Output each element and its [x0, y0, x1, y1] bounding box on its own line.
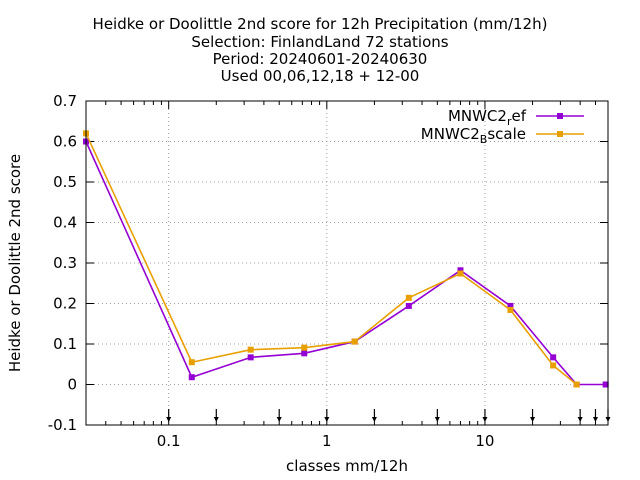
- legend-marker: [557, 113, 563, 119]
- series-line: [85, 133, 578, 386]
- class-limit-arrow-head: [592, 417, 598, 422]
- data-point: [188, 374, 195, 381]
- x-axis-label: classes mm/12h: [286, 457, 408, 475]
- y-tick-label: 0: [67, 376, 77, 394]
- y-tick-label: 0.5: [53, 173, 77, 191]
- x-tick-label: 1: [322, 432, 332, 450]
- series-line: [85, 141, 606, 386]
- data-point: [457, 267, 464, 274]
- y-tick-label: 0.7: [53, 92, 77, 110]
- data-point: [301, 350, 308, 357]
- y-tick-label: -0.1: [48, 416, 77, 434]
- class-limit-arrow-head: [482, 417, 488, 422]
- plot-frame: [85, 100, 609, 426]
- class-limit-arrow-head: [324, 417, 330, 422]
- chart-title-line-1: Heidke or Doolittle 2nd score for 12h Pr…: [92, 15, 548, 33]
- data-point: [573, 381, 580, 388]
- legend-marker: [557, 131, 563, 137]
- data-point: [550, 362, 557, 369]
- data-point: [188, 359, 195, 366]
- data-point: [301, 344, 308, 351]
- chart-title-line-3: Period: 20240601-20240630: [212, 50, 428, 68]
- data-point: [550, 354, 557, 361]
- y-axis-label: Heidke or Doolittle 2nd score: [6, 154, 24, 372]
- y-tick-label: 0.4: [53, 214, 77, 232]
- y-tick-label: 0.1: [53, 335, 77, 353]
- legend-label: MNWC2ref: [448, 107, 527, 128]
- data-point: [247, 354, 254, 361]
- data-point: [507, 302, 514, 309]
- y-tick-label: 0.3: [53, 254, 77, 272]
- grid-layer: [86, 101, 608, 425]
- series-layer: [83, 130, 609, 388]
- chart-title-line-4: Used 00,06,12,18 + 12-00: [220, 67, 420, 85]
- data-point: [602, 381, 609, 388]
- y-tick-label: 0.6: [53, 133, 77, 151]
- class-limit-arrow-head: [276, 417, 282, 422]
- data-point: [457, 270, 464, 277]
- data-point: [351, 338, 358, 345]
- data-point: [507, 306, 514, 313]
- data-point: [247, 346, 254, 353]
- class-limit-arrow-head: [213, 417, 219, 422]
- data-point: [405, 302, 412, 309]
- class-limit-arrow-head: [434, 417, 440, 422]
- chart-title-line-2: Selection: FinlandLand 72 stations: [191, 33, 449, 51]
- axis-layer: -0.1 0 0.1 0.2 0.3 0.4 0.5 0.6 0.7 0.1 1 10: [48, 92, 611, 450]
- x-tick-label: 0.1: [157, 432, 181, 450]
- legend-label: MNWC2Bscale: [421, 125, 526, 146]
- class-limit-arrow-head: [530, 417, 536, 422]
- y-tick-label: 0.2: [53, 295, 77, 313]
- data-point: [405, 294, 412, 301]
- class-limit-arrow-head: [577, 417, 583, 422]
- class-limit-arrow-head: [166, 417, 172, 422]
- class-limit-arrow-head: [371, 417, 377, 422]
- x-tick-label: 10: [475, 432, 494, 450]
